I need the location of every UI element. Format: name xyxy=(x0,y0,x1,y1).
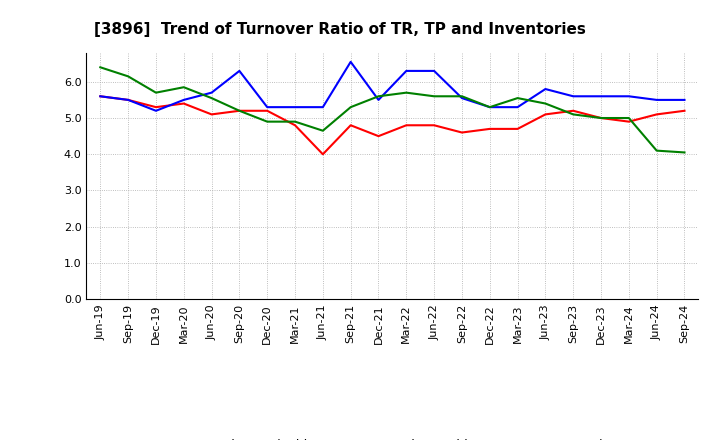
Trade Payables xyxy=(374,97,383,103)
Trade Payables xyxy=(430,68,438,73)
Inventories xyxy=(597,115,606,121)
Inventories xyxy=(179,84,188,90)
Inventories xyxy=(652,148,661,153)
Trade Receivables xyxy=(179,101,188,106)
Inventories xyxy=(402,90,410,95)
Trade Receivables xyxy=(569,108,577,114)
Trade Receivables xyxy=(402,123,410,128)
Line: Trade Receivables: Trade Receivables xyxy=(100,96,685,154)
Trade Receivables xyxy=(152,105,161,110)
Trade Receivables xyxy=(291,123,300,128)
Trade Payables xyxy=(624,94,633,99)
Inventories xyxy=(263,119,271,124)
Trade Payables xyxy=(680,97,689,103)
Inventories xyxy=(291,119,300,124)
Trade Payables xyxy=(235,68,243,73)
Trade Receivables xyxy=(597,115,606,121)
Inventories xyxy=(624,115,633,121)
Inventories xyxy=(124,74,132,79)
Trade Receivables xyxy=(430,123,438,128)
Inventories xyxy=(207,95,216,101)
Trade Receivables xyxy=(624,119,633,124)
Inventories xyxy=(318,128,327,133)
Trade Payables xyxy=(597,94,606,99)
Inventories xyxy=(235,108,243,114)
Inventories xyxy=(541,101,550,106)
Trade Payables xyxy=(485,105,494,110)
Inventories xyxy=(458,94,467,99)
Line: Inventories: Inventories xyxy=(100,67,685,152)
Trade Receivables xyxy=(96,94,104,99)
Inventories xyxy=(430,94,438,99)
Inventories xyxy=(152,90,161,95)
Trade Payables xyxy=(346,59,355,65)
Trade Payables xyxy=(402,68,410,73)
Trade Payables xyxy=(541,86,550,92)
Trade Receivables xyxy=(458,130,467,135)
Trade Payables xyxy=(513,105,522,110)
Trade Receivables xyxy=(124,97,132,103)
Trade Receivables xyxy=(485,126,494,132)
Trade Receivables xyxy=(346,123,355,128)
Text: [3896]  Trend of Turnover Ratio of TR, TP and Inventories: [3896] Trend of Turnover Ratio of TR, TP… xyxy=(94,22,585,37)
Inventories xyxy=(680,150,689,155)
Trade Payables xyxy=(458,95,467,101)
Trade Payables xyxy=(179,97,188,103)
Trade Receivables xyxy=(652,112,661,117)
Trade Payables xyxy=(652,97,661,103)
Trade Receivables xyxy=(680,108,689,114)
Trade Payables xyxy=(96,94,104,99)
Trade Payables xyxy=(152,108,161,114)
Trade Receivables xyxy=(263,108,271,114)
Trade Payables xyxy=(124,97,132,103)
Trade Receivables xyxy=(541,112,550,117)
Inventories xyxy=(485,105,494,110)
Inventories xyxy=(569,112,577,117)
Line: Trade Payables: Trade Payables xyxy=(100,62,685,111)
Inventories xyxy=(513,95,522,101)
Trade Receivables xyxy=(235,108,243,114)
Trade Receivables xyxy=(374,133,383,139)
Trade Payables xyxy=(207,90,216,95)
Legend: Trade Receivables, Trade Payables, Inventories: Trade Receivables, Trade Payables, Inven… xyxy=(162,433,623,440)
Trade Receivables xyxy=(207,112,216,117)
Inventories xyxy=(96,65,104,70)
Trade Payables xyxy=(291,105,300,110)
Trade Receivables xyxy=(318,152,327,157)
Trade Payables xyxy=(263,105,271,110)
Inventories xyxy=(346,105,355,110)
Trade Payables xyxy=(569,94,577,99)
Inventories xyxy=(374,94,383,99)
Trade Payables xyxy=(318,105,327,110)
Trade Receivables xyxy=(513,126,522,132)
